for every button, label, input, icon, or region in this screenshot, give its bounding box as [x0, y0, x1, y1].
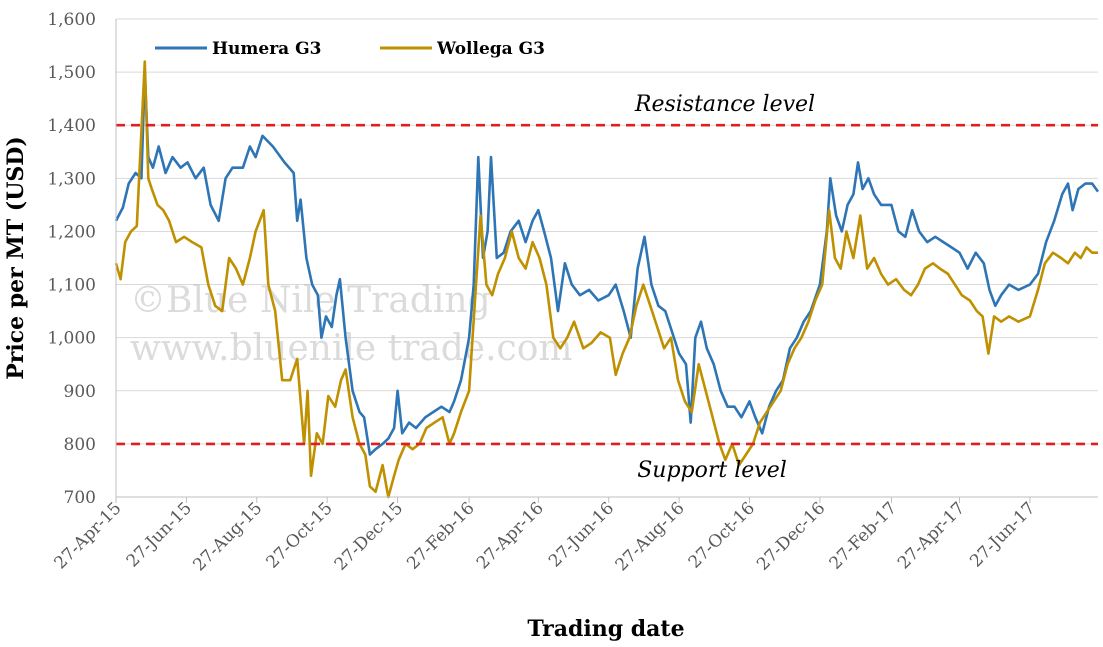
y-tick-label: 1,000	[47, 329, 96, 349]
watermark-line-1: ©Blue Nile Trading	[130, 280, 491, 321]
series-line-humera	[114, 70, 1100, 456]
series-line-wollega	[114, 60, 1098, 499]
y-tick-labels: 700 800 900 1,000 1,100 1,200 1,300 1,400 1,500 1…	[47, 10, 96, 508]
x-axis-title: Trading date	[527, 616, 684, 642]
watermark: ©Blue Nile Trading www.bluenile trade.co…	[130, 280, 573, 369]
resistance-level-label: Resistance level	[634, 92, 815, 117]
y-tick-label: 800	[64, 435, 96, 455]
y-tick-label: 1,600	[47, 10, 96, 30]
series-lines	[114, 60, 1100, 499]
legend-label-humera: Humera G3	[212, 39, 321, 59]
y-tick-label: 700	[64, 488, 96, 508]
y-tick-label: 1,400	[47, 116, 96, 136]
y-axis-title: Price per MT (USD)	[3, 136, 29, 380]
y-tick-label: 1,200	[47, 222, 96, 242]
axes	[115, 19, 1098, 503]
support-level-label: Support level	[637, 458, 787, 483]
reference-lines	[116, 123, 1098, 446]
y-tick-label: 1,500	[47, 63, 96, 83]
y-tick-label: 900	[64, 382, 96, 402]
watermark-line-2: www.bluenile trade.com	[130, 328, 573, 369]
legend: Humera G3 Wollega G3	[155, 39, 545, 59]
legend-label-wollega: Wollega G3	[436, 39, 545, 59]
y-tick-label: 1,300	[47, 169, 96, 189]
y-tick-label: 1,100	[47, 276, 96, 296]
